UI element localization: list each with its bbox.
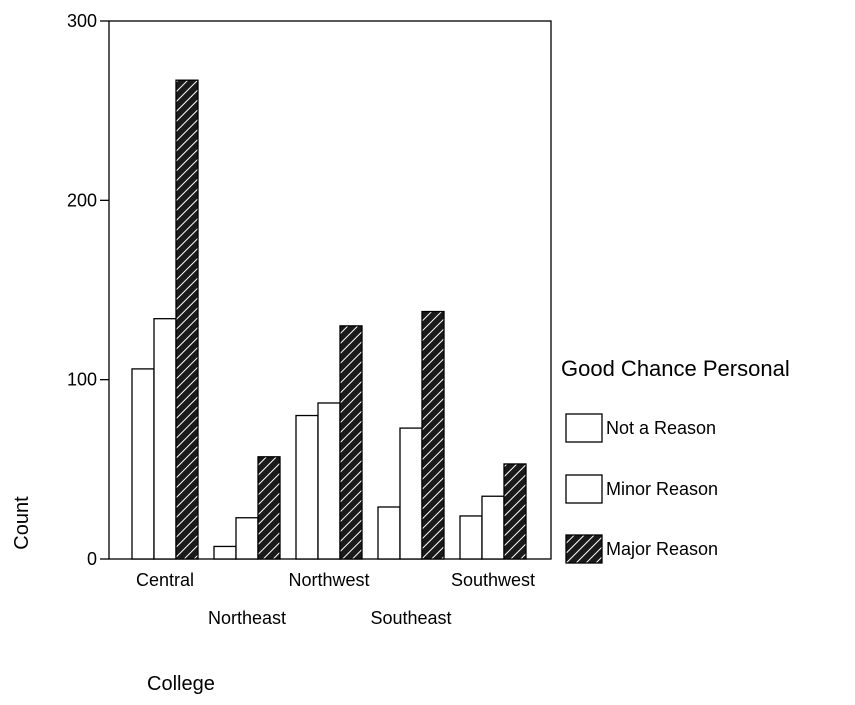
y-tick-label: 200 — [67, 190, 97, 210]
bar-minor-reason-central — [153, 318, 177, 560]
bar-not-a-reason-central — [131, 368, 155, 560]
x-axis-ticks: Central NortheastNorthwestSoutheastSouthw… — [136, 570, 535, 628]
y-tick-label: 300 — [67, 11, 97, 31]
x-tick-label-northeast: Northeast — [208, 608, 286, 628]
bar-minor-reason-southwest — [481, 495, 505, 560]
x-tick-label-northwest: Northwest — [288, 570, 369, 590]
legend: Good Chance Personal Not a Reason Minor R… — [561, 356, 790, 564]
bar-major-reason-central — [175, 79, 199, 560]
bar-minor-reason-southeast — [399, 427, 423, 560]
bar-major-reason-southeast — [421, 310, 445, 560]
legend-label-minor-reason: Minor Reason — [606, 479, 718, 499]
x-tick-label-central: Central — [136, 570, 194, 590]
y-axis-ticks: 0 100 200 300 — [67, 11, 109, 569]
bar-not-a-reason-northwest — [295, 414, 319, 560]
bar-not-a-reason-southwest — [459, 515, 483, 560]
legend-label-not-a-reason: Not a Reason — [606, 418, 716, 438]
legend-label-major-reason: Major Reason — [606, 539, 718, 559]
y-tick-label: 100 — [67, 370, 97, 390]
legend-swatch-minor-reason — [565, 474, 603, 504]
x-tick-label-southwest: Southwest — [451, 570, 535, 590]
legend-swatch-not-a-reason — [565, 413, 603, 443]
bar-not-a-reason-northeast — [213, 545, 237, 560]
x-axis-title: College — [147, 673, 215, 695]
bars — [131, 79, 527, 560]
y-axis-title: Count — [11, 496, 33, 550]
legend-swatch-major-reason — [565, 534, 603, 564]
x-tick-label-southeast: Southeast — [370, 608, 451, 628]
bar-minor-reason-northwest — [317, 402, 341, 560]
y-tick-label: 0 — [87, 549, 97, 569]
bar-major-reason-northeast — [257, 456, 281, 560]
bar-not-a-reason-southeast — [377, 506, 401, 560]
legend-title: Good Chance Personal — [561, 356, 790, 381]
bar-major-reason-southwest — [503, 463, 527, 560]
bar-minor-reason-northeast — [235, 517, 259, 560]
bar-major-reason-northwest — [339, 325, 363, 560]
